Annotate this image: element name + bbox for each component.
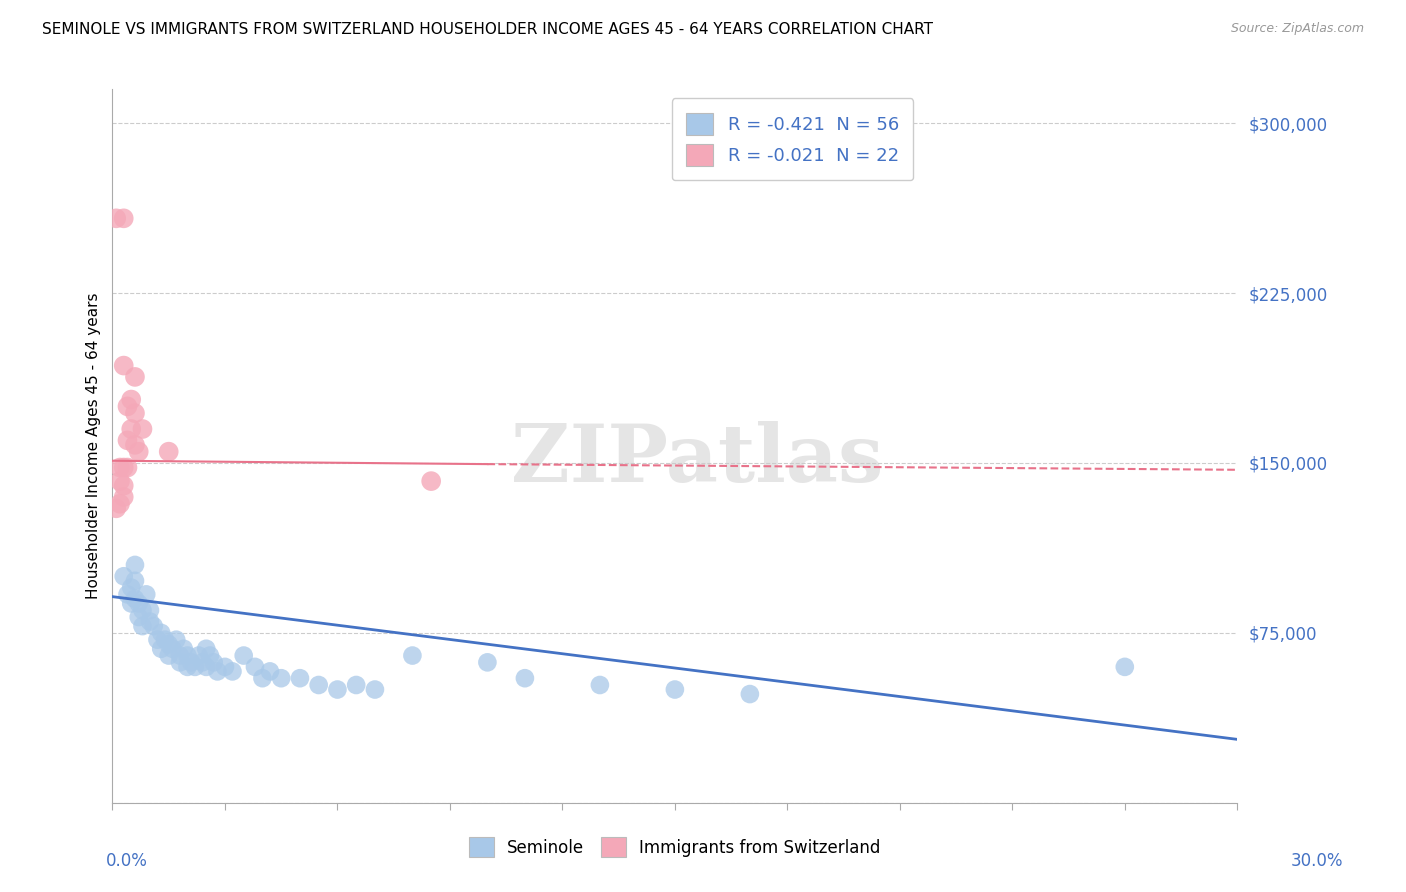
Point: [117, 434, 139, 448]
Point: [326, 682, 349, 697]
Point: [108, 460, 131, 475]
Y-axis label: Householder Income Ages 45 - 64 years: Householder Income Ages 45 - 64 years: [86, 293, 101, 599]
Point: [221, 665, 243, 679]
Point: [195, 660, 218, 674]
Text: 30.0%: 30.0%: [1291, 852, 1343, 870]
Point: [142, 619, 165, 633]
Point: [1114, 660, 1136, 674]
Text: Source: ZipAtlas.com: Source: ZipAtlas.com: [1230, 22, 1364, 36]
Point: [738, 687, 761, 701]
Text: ZIPatlas: ZIPatlas: [512, 421, 883, 500]
Point: [157, 648, 180, 663]
Point: [198, 648, 221, 663]
Point: [108, 497, 131, 511]
Point: [117, 460, 139, 475]
Point: [191, 656, 214, 670]
Point: [112, 490, 135, 504]
Point: [150, 626, 173, 640]
Point: [165, 632, 187, 647]
Point: [150, 641, 173, 656]
Point: [112, 478, 135, 492]
Point: [308, 678, 330, 692]
Point: [180, 656, 202, 670]
Point: [139, 603, 162, 617]
Point: [202, 656, 225, 670]
Point: [146, 632, 169, 647]
Point: [589, 678, 612, 692]
Point: [124, 558, 146, 572]
Point: [288, 671, 311, 685]
Point: [128, 597, 150, 611]
Text: 0.0%: 0.0%: [105, 852, 148, 870]
Point: [187, 648, 209, 663]
Point: [120, 581, 142, 595]
Point: [112, 359, 135, 373]
Point: [477, 656, 499, 670]
Point: [105, 211, 128, 226]
Point: [124, 406, 146, 420]
Point: [162, 641, 184, 656]
Point: [664, 682, 686, 697]
Point: [120, 422, 142, 436]
Point: [401, 648, 423, 663]
Point: [124, 591, 146, 606]
Point: [120, 597, 142, 611]
Point: [112, 460, 135, 475]
Point: [169, 656, 191, 670]
Point: [124, 574, 146, 588]
Point: [157, 444, 180, 458]
Point: [364, 682, 387, 697]
Point: [131, 422, 153, 436]
Point: [173, 641, 195, 656]
Point: [108, 474, 131, 488]
Point: [117, 587, 139, 601]
Point: [259, 665, 281, 679]
Point: [214, 660, 236, 674]
Point: [176, 660, 198, 674]
Point: [135, 587, 157, 601]
Point: [124, 370, 146, 384]
Point: [270, 671, 292, 685]
Point: [513, 671, 536, 685]
Point: [243, 660, 266, 674]
Point: [344, 678, 367, 692]
Point: [232, 648, 254, 663]
Point: [157, 637, 180, 651]
Point: [420, 474, 443, 488]
Point: [128, 610, 150, 624]
Point: [195, 641, 218, 656]
Point: [112, 211, 135, 226]
Point: [124, 438, 146, 452]
Point: [139, 615, 162, 629]
Point: [117, 400, 139, 414]
Point: [105, 501, 128, 516]
Text: SEMINOLE VS IMMIGRANTS FROM SWITZERLAND HOUSEHOLDER INCOME AGES 45 - 64 YEARS CO: SEMINOLE VS IMMIGRANTS FROM SWITZERLAND …: [42, 22, 934, 37]
Point: [153, 632, 176, 647]
Point: [176, 648, 198, 663]
Point: [131, 619, 153, 633]
Point: [169, 648, 191, 663]
Point: [128, 444, 150, 458]
Point: [112, 569, 135, 583]
Point: [207, 665, 229, 679]
Legend: Seminole, Immigrants from Switzerland: Seminole, Immigrants from Switzerland: [461, 829, 889, 866]
Point: [131, 603, 153, 617]
Point: [120, 392, 142, 407]
Point: [252, 671, 274, 685]
Point: [184, 660, 207, 674]
